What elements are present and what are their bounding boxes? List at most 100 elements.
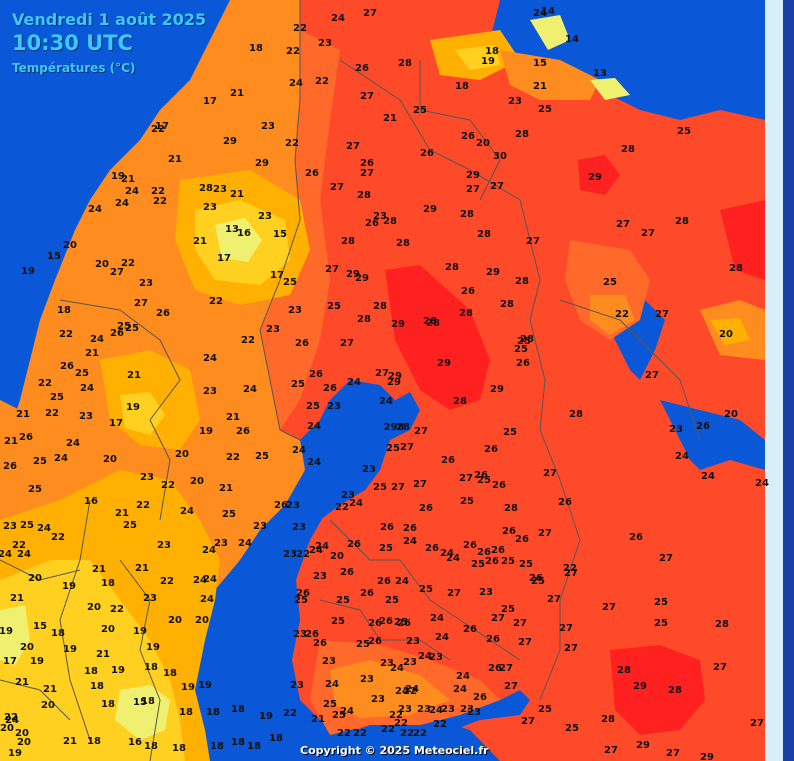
- temperature-value: 29: [490, 384, 504, 395]
- temperature-value: 23: [398, 704, 412, 715]
- temperature-value: 18: [87, 736, 101, 747]
- temperature-value: 16: [237, 228, 251, 239]
- temperature-value: 18: [172, 743, 186, 754]
- temperature-value: 28: [423, 316, 437, 327]
- temperature-value: 22: [315, 76, 329, 87]
- temperature-value: 27: [375, 368, 389, 379]
- temperature-value: 23: [371, 694, 385, 705]
- temperature-value: 19: [63, 644, 77, 655]
- right-edge-scrollbar[interactable]: [783, 0, 794, 761]
- temperature-value: 29: [223, 136, 237, 147]
- temperature-value: 24: [440, 548, 454, 559]
- temperature-value: 27: [330, 182, 344, 193]
- temperature-value: 18: [144, 741, 158, 752]
- parameter-label: Températures (°C): [12, 61, 136, 75]
- temperature-value: 28: [459, 308, 473, 319]
- temperature-value: 25: [20, 520, 34, 531]
- temperature-value: 25: [123, 520, 137, 531]
- temperature-value: 26: [491, 545, 505, 556]
- temperature-value: 25: [125, 323, 139, 334]
- temperature-value: 26: [377, 576, 391, 587]
- temperature-value: 23: [508, 96, 522, 107]
- temperature-value: 23: [292, 522, 306, 533]
- temperature-value: 22: [161, 480, 175, 491]
- temperature-value: 25: [538, 104, 552, 115]
- temperature-value: 18: [249, 43, 263, 54]
- temperature-value: 22: [563, 563, 577, 574]
- temperature-value: 25: [519, 559, 533, 570]
- temperature-value: 24: [435, 632, 449, 643]
- temperature-value: 22: [400, 728, 414, 739]
- temperature-value: 26: [492, 480, 506, 491]
- temperature-value: 20: [95, 259, 109, 270]
- temperature-value: 23: [213, 184, 227, 195]
- temperature-value: 22: [293, 23, 307, 34]
- temperature-value: 18: [247, 741, 261, 752]
- temperature-value: 23: [373, 211, 387, 222]
- temperature-value: 16: [128, 737, 142, 748]
- forecast-date: Vendredi 1 août 2025: [12, 10, 207, 29]
- temperature-value: 15: [273, 229, 287, 240]
- temperature-value: 25: [517, 336, 531, 347]
- temperature-value: 26: [156, 308, 170, 319]
- temperature-value: 26: [486, 634, 500, 645]
- temperature-value: 22: [286, 46, 300, 57]
- temperature-value: 27: [602, 602, 616, 613]
- temperature-value: 28: [729, 263, 743, 274]
- temperature-value: 26: [340, 567, 354, 578]
- temperature-value: 17: [203, 96, 217, 107]
- temperature-value: 20: [330, 551, 344, 562]
- temperature-value: 23: [214, 538, 228, 549]
- temperature-value: 22: [4, 712, 18, 723]
- temperature-value: 23: [143, 593, 157, 604]
- temperature-value: 19: [259, 711, 273, 722]
- temperature-value: 28: [617, 665, 631, 676]
- temperature-value: 22: [45, 408, 59, 419]
- temperature-value: 24: [292, 445, 306, 456]
- temperature-value: 25: [386, 443, 400, 454]
- temperature-value: 23: [140, 472, 154, 483]
- temperature-value: 26: [295, 338, 309, 349]
- temperature-value: 26: [380, 522, 394, 533]
- temperature-value: 27: [459, 473, 473, 484]
- temperature-value: 27: [518, 637, 532, 648]
- temperature-value: 25: [501, 556, 515, 567]
- temperature-value: 25: [306, 401, 320, 412]
- temperature-value: 18: [90, 681, 104, 692]
- temperature-value: 21: [168, 154, 182, 165]
- temperature-value: 18: [231, 704, 245, 715]
- temperature-value: 22: [151, 186, 165, 197]
- temperature-value: 23: [322, 656, 336, 667]
- temperature-value: 24: [0, 549, 12, 560]
- temperature-value: 19: [30, 656, 44, 667]
- temperature-value: 26: [420, 148, 434, 159]
- temperature-value: 29: [588, 172, 602, 183]
- temperature-value: 22: [59, 329, 73, 340]
- temperature-value: 23: [460, 704, 474, 715]
- temperature-value: 13: [593, 68, 607, 79]
- temperature-value: 28: [398, 58, 412, 69]
- temperature-value: 28: [500, 299, 514, 310]
- temperature-value: 19: [481, 56, 495, 67]
- temperature-value: 21: [92, 564, 106, 575]
- temperature-value: 18: [141, 696, 155, 707]
- temperature-value: 27: [559, 623, 573, 634]
- temperature-value: 26: [463, 624, 477, 635]
- temperature-value: 24: [403, 536, 417, 547]
- temperature-value: 19: [0, 626, 13, 637]
- temperature-value: 26: [463, 540, 477, 551]
- temperature-value: 14: [541, 6, 555, 17]
- temperature-value: 29: [636, 740, 650, 751]
- temperature-value: 22: [413, 728, 427, 739]
- temperature-value: 24: [418, 651, 432, 662]
- temperature-value: 26: [529, 573, 543, 584]
- temperature-value: 23: [286, 500, 300, 511]
- temperature-value: 20: [15, 728, 29, 739]
- temperature-value: 25: [294, 595, 308, 606]
- forecast-time: 10:30 UTC: [12, 31, 133, 55]
- temperature-value: 21: [230, 88, 244, 99]
- temperature-value: 27: [564, 568, 578, 579]
- temperature-value: 24: [125, 186, 139, 197]
- temperature-value: 18: [210, 741, 224, 752]
